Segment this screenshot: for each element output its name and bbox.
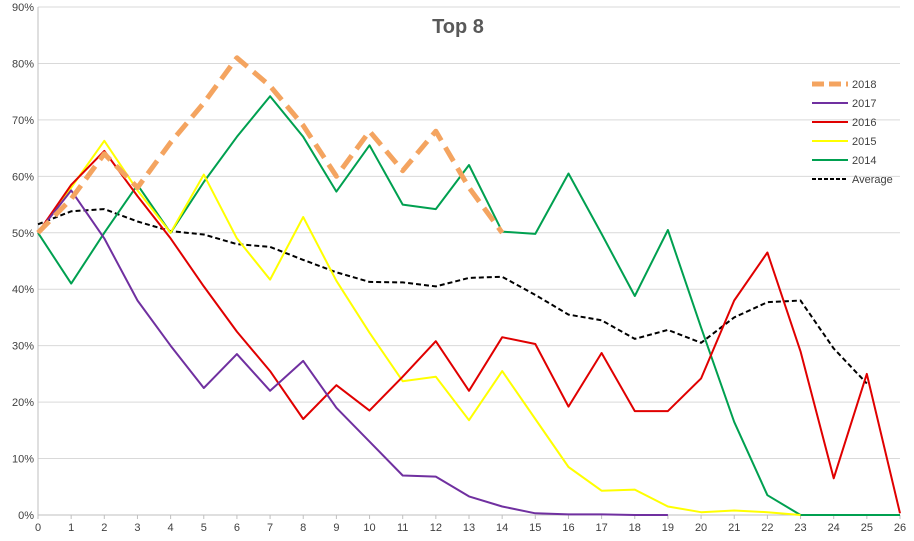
legend-label-2017: 2017 bbox=[852, 98, 876, 110]
gridlines bbox=[38, 6, 900, 460]
series-line-average bbox=[37, 208, 868, 385]
x-tick-label: 14 bbox=[496, 522, 508, 534]
x-tick-label: 0 bbox=[35, 522, 41, 534]
legend-label-average: Average bbox=[852, 174, 893, 186]
x-tick-label: 10 bbox=[363, 522, 375, 534]
x-tick-label: 3 bbox=[134, 522, 140, 534]
series-line-2018 bbox=[36, 55, 505, 235]
series-lines bbox=[36, 55, 901, 516]
y-tick-label: 30% bbox=[12, 341, 34, 353]
tick-labels: 0%10%20%30%40%50%60%70%80%90%0 1 2 3 4 5 6 7 8 9 1… bbox=[12, 2, 906, 534]
y-tick-label: 60% bbox=[12, 171, 34, 183]
x-tick-label: 21 bbox=[728, 522, 740, 534]
series-line-2015 bbox=[37, 139, 801, 516]
y-tick-label: 70% bbox=[12, 115, 34, 127]
y-tick-label: 40% bbox=[12, 284, 34, 296]
x-tick-label: 19 bbox=[662, 522, 674, 534]
x-tick-label: 16 bbox=[562, 522, 574, 534]
x-tick-label: 20 bbox=[695, 522, 707, 534]
x-tick-label: 17 bbox=[595, 522, 607, 534]
x-tick-label: 15 bbox=[529, 522, 541, 534]
x-tick-label: 26 bbox=[894, 522, 906, 534]
y-tick-label: 10% bbox=[12, 454, 34, 466]
x-tick-label: 18 bbox=[629, 522, 641, 534]
legend-label-2014: 2014 bbox=[852, 155, 876, 167]
x-tick-label: 22 bbox=[761, 522, 773, 534]
axes bbox=[37, 7, 901, 519]
series-line-2017 bbox=[37, 189, 668, 516]
legend: 2018 2017 2016 2015 2014 Average bbox=[812, 79, 893, 186]
x-tick-label: 11 bbox=[397, 522, 408, 534]
series-line-2016 bbox=[37, 149, 901, 514]
x-tick-label: 6 bbox=[234, 522, 240, 534]
x-tick-label: 23 bbox=[794, 522, 806, 534]
x-tick-label: 5 bbox=[201, 522, 207, 534]
x-tick-label: 4 bbox=[168, 522, 174, 534]
x-tick-label: 2 bbox=[101, 522, 107, 534]
x-tick-label: 12 bbox=[430, 522, 442, 534]
y-tick-label: 0% bbox=[18, 510, 34, 522]
chart-title: Top 8 bbox=[432, 16, 484, 38]
x-tick-label: 25 bbox=[861, 522, 873, 534]
x-tick-label: 24 bbox=[828, 522, 840, 534]
y-tick-label: 50% bbox=[12, 228, 34, 240]
x-tick-label: 1 bbox=[68, 522, 74, 534]
legend-label-2016: 2016 bbox=[852, 117, 876, 129]
legend-label-2018: 2018 bbox=[852, 79, 876, 91]
x-tick-label: 8 bbox=[300, 522, 306, 534]
legend-label-2015: 2015 bbox=[852, 136, 876, 148]
y-tick-label: 90% bbox=[12, 2, 34, 14]
x-tick-label: 13 bbox=[463, 522, 475, 534]
x-tick-label: 7 bbox=[267, 522, 273, 534]
series-line-2014 bbox=[37, 95, 900, 516]
x-tick-label: 9 bbox=[333, 522, 339, 534]
y-tick-label: 20% bbox=[12, 397, 34, 409]
y-tick-label: 80% bbox=[12, 58, 34, 70]
